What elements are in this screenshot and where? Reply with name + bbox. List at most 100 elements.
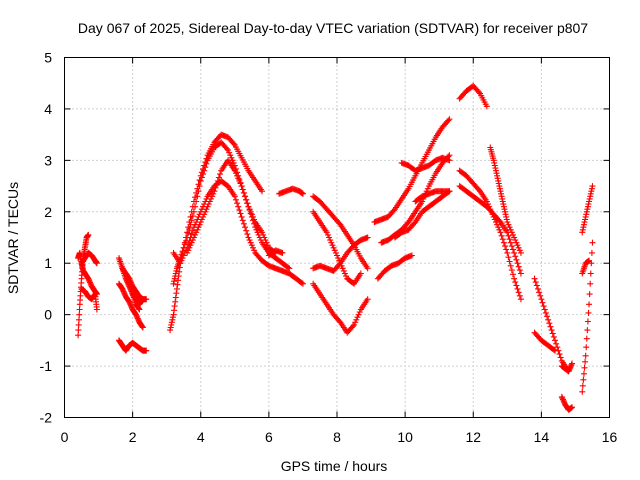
data-point bbox=[279, 249, 286, 256]
data-point bbox=[248, 242, 255, 249]
series-track-10 bbox=[167, 131, 266, 334]
data-point bbox=[531, 275, 538, 282]
data-point bbox=[534, 285, 541, 292]
data-point bbox=[243, 196, 250, 203]
data-point bbox=[364, 265, 371, 272]
data-point bbox=[561, 399, 568, 406]
data-point bbox=[128, 303, 135, 310]
data-point bbox=[85, 276, 92, 283]
data-point bbox=[247, 239, 254, 246]
data-point bbox=[143, 347, 150, 354]
data-point bbox=[213, 181, 220, 188]
series-track-8 bbox=[116, 337, 150, 354]
data-point bbox=[133, 312, 140, 319]
data-point bbox=[512, 253, 519, 260]
data-point bbox=[489, 211, 496, 218]
data-point bbox=[343, 273, 350, 280]
data-point bbox=[506, 224, 513, 231]
data-point bbox=[502, 208, 509, 215]
data-point bbox=[506, 236, 513, 243]
data-point bbox=[547, 323, 554, 330]
data-point bbox=[330, 244, 337, 251]
data-point bbox=[490, 157, 497, 164]
data-point bbox=[139, 323, 146, 330]
data-point bbox=[503, 213, 510, 220]
data-point bbox=[536, 289, 543, 296]
data-point bbox=[580, 224, 587, 231]
data-point bbox=[515, 289, 522, 296]
data-point bbox=[495, 180, 502, 187]
data-point bbox=[514, 242, 521, 249]
data-point bbox=[587, 193, 594, 200]
data-point bbox=[190, 234, 197, 241]
data-point bbox=[533, 282, 540, 289]
data-point bbox=[237, 180, 244, 187]
data-point bbox=[177, 260, 184, 267]
data-point bbox=[186, 225, 193, 232]
series-track-35 bbox=[579, 239, 596, 395]
data-point bbox=[512, 279, 519, 286]
series-track-4 bbox=[78, 285, 100, 313]
data-point bbox=[235, 203, 242, 210]
data-point bbox=[248, 213, 255, 220]
series-track-26 bbox=[456, 82, 490, 110]
data-point bbox=[254, 229, 261, 236]
series-track-25 bbox=[412, 188, 453, 205]
data-point bbox=[340, 267, 347, 274]
data-point bbox=[209, 193, 216, 200]
data-point bbox=[337, 260, 344, 267]
data-point bbox=[223, 145, 230, 152]
data-point bbox=[589, 239, 596, 246]
data-point bbox=[408, 252, 415, 259]
data-point bbox=[494, 172, 501, 179]
data-point bbox=[499, 236, 506, 243]
data-point bbox=[580, 370, 587, 377]
data-point bbox=[341, 270, 348, 277]
data-point bbox=[541, 306, 548, 313]
data-point bbox=[505, 221, 512, 228]
data-point bbox=[514, 285, 521, 292]
data-point bbox=[509, 246, 516, 253]
data-point bbox=[584, 206, 591, 213]
data-point bbox=[252, 224, 259, 231]
data-point bbox=[335, 255, 342, 262]
data-point bbox=[206, 198, 213, 205]
data-point bbox=[190, 208, 197, 215]
series-track-11 bbox=[170, 139, 279, 287]
data-point bbox=[504, 219, 511, 226]
data-point bbox=[558, 393, 565, 400]
y-tick-label: 0 bbox=[44, 307, 52, 323]
data-point bbox=[203, 160, 210, 167]
data-point bbox=[497, 229, 504, 236]
data-point bbox=[247, 210, 254, 217]
data-point bbox=[168, 321, 175, 328]
data-point bbox=[357, 270, 364, 277]
data-point bbox=[499, 198, 506, 205]
data-point bbox=[286, 265, 293, 272]
data-point bbox=[236, 207, 243, 214]
series-track-6 bbox=[116, 280, 146, 331]
data-point bbox=[126, 298, 133, 305]
data-point bbox=[507, 226, 514, 233]
data-point bbox=[242, 193, 249, 200]
series-track-31 bbox=[531, 329, 558, 354]
series-track-7 bbox=[119, 265, 146, 303]
series-track-19 bbox=[310, 208, 364, 287]
data-point bbox=[539, 299, 546, 306]
data-point bbox=[93, 306, 100, 313]
data-point bbox=[586, 195, 593, 202]
data-point bbox=[171, 303, 178, 310]
data-point bbox=[135, 316, 142, 323]
data-point bbox=[194, 193, 201, 200]
data-point bbox=[134, 315, 141, 322]
data-point bbox=[537, 292, 544, 299]
data-point bbox=[339, 265, 346, 272]
data-point bbox=[87, 280, 94, 287]
data-point bbox=[238, 183, 245, 190]
data-point bbox=[175, 277, 182, 284]
series-track-20 bbox=[371, 116, 453, 226]
data-point bbox=[173, 285, 180, 292]
data-point bbox=[196, 183, 203, 190]
data-point bbox=[496, 185, 503, 192]
